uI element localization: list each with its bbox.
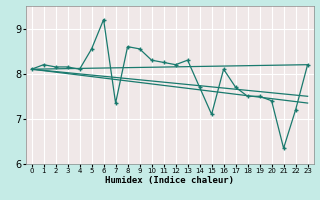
X-axis label: Humidex (Indice chaleur): Humidex (Indice chaleur) — [105, 176, 234, 185]
